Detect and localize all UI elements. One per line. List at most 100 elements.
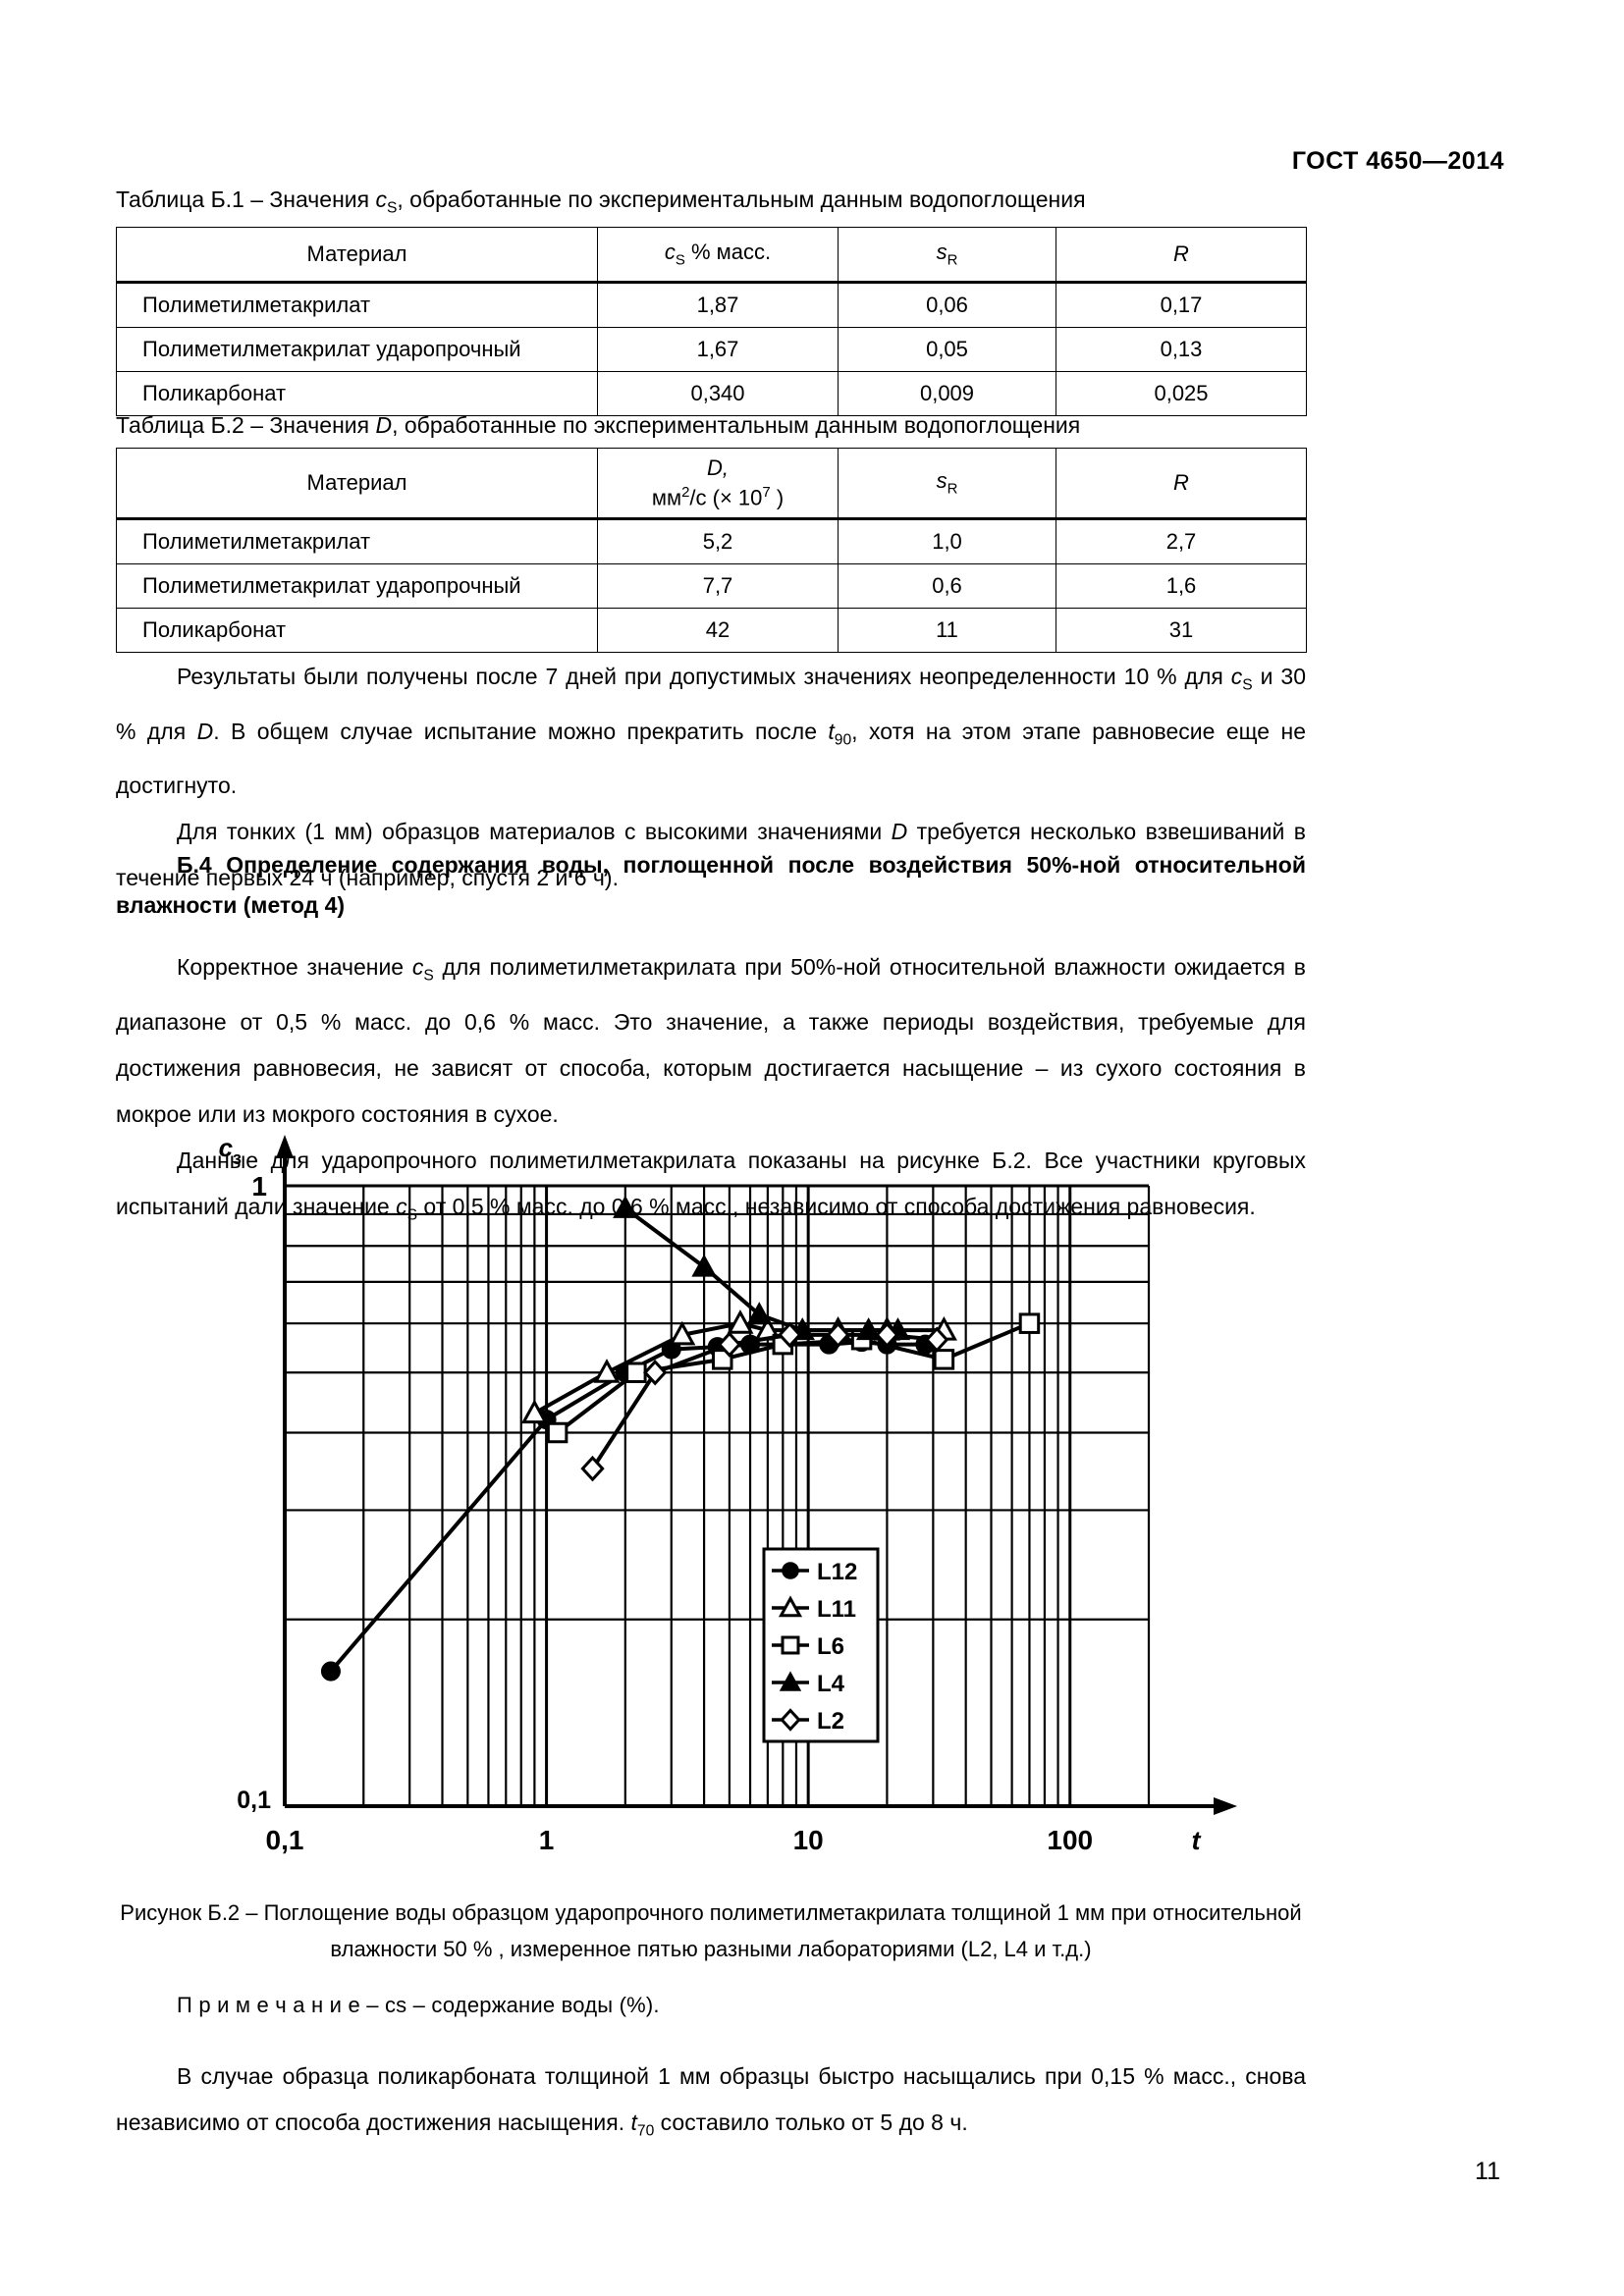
body-text-block-1: Результаты были получены после 7 дней пр… xyxy=(116,654,1306,901)
cell-sr: 1,0 xyxy=(838,517,1056,564)
datapoint-L2 xyxy=(778,1321,802,1349)
table-row: Полиметилметакрилат ударопрочный 7,7 0,6… xyxy=(116,562,1307,609)
datapoint-L2 xyxy=(580,1455,605,1482)
page-number: 11 xyxy=(1475,2158,1500,2185)
p1-part-b: и 30 % для xyxy=(116,664,1306,744)
svg-text:cз: cз xyxy=(219,1133,242,1168)
d-units-exp: 2 xyxy=(681,483,690,501)
p2-part-b: требуется несколько взвешиваний в течени… xyxy=(116,819,1306,891)
p5-part-b: составило только от 5 до 8 ч. xyxy=(654,2109,968,2135)
table-b1-col-sr: sR xyxy=(838,226,1056,284)
d-symbol: D, xyxy=(707,455,729,480)
table-row: Полиметилметакрилат 5,2 1,0 2,7 xyxy=(116,517,1307,564)
sr-subscript: R xyxy=(947,480,958,498)
d-units-exp2: 7 xyxy=(762,483,771,501)
sr-subscript: R xyxy=(947,251,958,269)
series-L2 xyxy=(580,1321,949,1482)
p4-cs-symbol: c xyxy=(396,1193,407,1219)
p1-part-a: Результаты были получены после 7 дней пр… xyxy=(177,664,1231,689)
p5-t-symbol: t xyxy=(630,2109,637,2135)
cs-units: % масс. xyxy=(684,239,772,264)
cell-cs: 1,67 xyxy=(597,326,839,372)
cs-subscript: S xyxy=(675,251,685,269)
chart-axes xyxy=(276,1135,1237,1815)
cell-cs: 1,87 xyxy=(597,281,839,328)
table-b1-header-row: Материал cS % масс. sR R xyxy=(116,226,1307,284)
table-b1-col-cs: cS % масс. xyxy=(597,226,839,284)
table-b2-caption: Таблица Б.2 – Значения D, обработанные п… xyxy=(116,412,1306,439)
svg-text:t: t xyxy=(1192,1826,1202,1855)
table-b2-col-material: Материал xyxy=(116,448,598,520)
p5-part-a: В случае образца поликарбоната толщиной … xyxy=(116,2063,1306,2135)
cell-r: 0,17 xyxy=(1056,281,1307,328)
legend-entry-L2: L2 xyxy=(772,1708,844,1735)
table-b1-caption: Таблица Б.1 – Значения cS, обработанные … xyxy=(116,187,1306,218)
datapoint-L11 xyxy=(727,1309,754,1334)
p2-part-a: Для тонких (1 мм) образцов материалов с … xyxy=(177,819,892,845)
cell-sr: 0,05 xyxy=(838,326,1056,372)
p1-t-symbol: t xyxy=(828,718,835,744)
p1-part-c: . В общем случае испытание можно прекрат… xyxy=(213,718,829,744)
legend-label: L4 xyxy=(817,1671,845,1697)
cell-material: Полиметилметакрилат xyxy=(116,281,598,328)
figure-b2: 0,1 1 10 100 t 1 0,1 cз L12 L11 L6 L4 L2 xyxy=(116,1127,1306,1883)
chart-legend: L12 L11 L6 L4 L2 xyxy=(762,1547,880,1743)
d-units-mid: /с (× 10 xyxy=(689,485,763,510)
r-symbol: R xyxy=(1173,240,1189,266)
cell-cs: 0,340 xyxy=(597,370,839,416)
legend-entry-L12: L12 xyxy=(772,1559,857,1585)
datapoint-L2 xyxy=(717,1331,742,1358)
p5-t-sub: 70 xyxy=(636,2122,655,2140)
cell-d: 42 xyxy=(597,607,839,653)
chart-tick-labels: 0,1 1 10 100 t 1 0,1 cз xyxy=(219,1133,1202,1855)
page-header-standard: ГОСТ 4650—2014 xyxy=(1291,147,1504,175)
paragraph-thin-samples: Для тонких (1 мм) образцов материалов с … xyxy=(116,809,1306,901)
datapoint-L2 xyxy=(826,1321,850,1349)
chart-series-group xyxy=(320,1195,1041,1682)
p3-part-a: Корректное значение xyxy=(177,954,412,980)
table-b2-caption-post: , обработанные по экспериментальным данн… xyxy=(392,412,1081,438)
figure-note: П р и м е ч а н и е – cs – содержание во… xyxy=(177,1993,660,2017)
datapoint-L4 xyxy=(613,1195,638,1218)
table-b2-header-row: Материал D, мм2/с (× 107 ) sR R xyxy=(116,448,1307,520)
cell-r: 2,7 xyxy=(1056,517,1307,564)
svg-text:0,1: 0,1 xyxy=(237,1787,271,1814)
cell-sr: 0,6 xyxy=(838,562,1056,609)
sr-symbol: s xyxy=(936,239,947,264)
table-b2-col-sr: sR xyxy=(838,448,1056,520)
body-text-block-3: В случае образца поликарбоната толщиной … xyxy=(116,2054,1306,2155)
svg-text:1: 1 xyxy=(251,1171,267,1201)
svg-text:0,1: 0,1 xyxy=(266,1825,304,1855)
legend-label: L2 xyxy=(817,1708,844,1735)
legend-entry-L11: L11 xyxy=(772,1595,856,1623)
p1-cs-symbol: c xyxy=(1230,664,1243,689)
svg-text:100: 100 xyxy=(1047,1825,1093,1855)
paragraph-results: Результаты были получены после 7 дней пр… xyxy=(116,654,1306,809)
table-b1-caption-post: , обработанные по экспериментальным данн… xyxy=(397,187,1086,212)
p3-part-b: для полиметилметакрилата при 50%-ной отн… xyxy=(116,954,1306,1127)
d-units-pre: мм xyxy=(651,485,682,510)
table-row: Полиметилметакрилат 1,87 0,06 0,17 xyxy=(116,281,1307,328)
legend-entry-L4: L4 xyxy=(772,1671,845,1697)
table-b1: Материал cS % масс. sR R Полиметилметакр… xyxy=(116,226,1307,416)
table-b2-caption-pre: Таблица Б.2 – Значения xyxy=(116,412,376,438)
svg-text:1: 1 xyxy=(539,1825,555,1855)
datapoint-L11 xyxy=(669,1320,696,1346)
cell-sr: 11 xyxy=(838,607,1056,653)
datapoint-L4 xyxy=(691,1254,717,1277)
table-b2-block: Таблица Б.2 – Значения D, обработанные п… xyxy=(116,412,1307,653)
note-block: П р и м е ч а н и е – cs – содержание во… xyxy=(116,1993,1306,2018)
cs-symbol: c xyxy=(664,239,676,264)
cell-d: 5,2 xyxy=(597,517,839,564)
cell-material: Полиметилметакрилат ударопрочный xyxy=(116,562,598,609)
p2-d-symbol: D xyxy=(891,819,908,845)
d-units-post: ) xyxy=(770,485,785,510)
cell-r: 1,6 xyxy=(1056,562,1307,609)
paragraph-correct-value: Корректное значение cS для полиметилмета… xyxy=(116,944,1306,1138)
cell-r: 0,025 xyxy=(1056,370,1307,416)
cell-material: Полиметилметакрилат xyxy=(116,517,598,564)
legend-label: L11 xyxy=(817,1596,856,1623)
body-text-block-2: Корректное значение cS для полиметилмета… xyxy=(116,944,1306,1238)
datapoint-L2 xyxy=(875,1321,899,1349)
